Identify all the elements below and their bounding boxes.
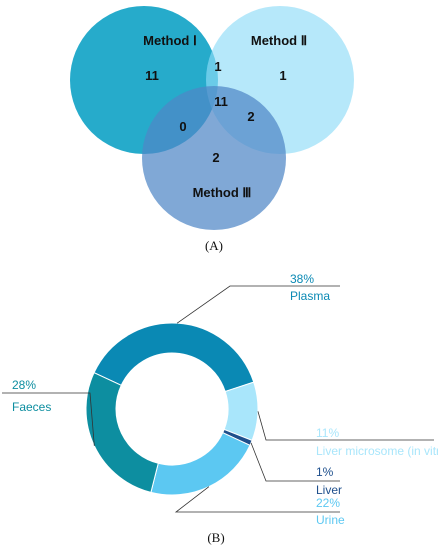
data-label-percent-plasma: 38% bbox=[290, 272, 314, 286]
panel-label-a: (A) bbox=[205, 238, 223, 253]
data-label-name-faeces: Faeces bbox=[12, 400, 51, 414]
donut-slice-plasma bbox=[93, 322, 255, 393]
donut-chart: 38% Plasma 11% Liver microsome (in vitro) 1%… bbox=[2, 272, 438, 545]
venn-count-all: 11 bbox=[214, 94, 228, 109]
data-label-name-liver: Liver bbox=[316, 483, 342, 497]
venn-set-label-method-3: Method Ⅲ bbox=[193, 185, 252, 200]
leader-line-urine bbox=[174, 486, 340, 513]
leader-line-liver-microsome-in-vitro bbox=[257, 411, 434, 441]
venn-circle-method-3 bbox=[142, 86, 286, 230]
donut-slice-urine bbox=[150, 432, 251, 496]
leader-line-plasma bbox=[176, 285, 340, 324]
venn-count-only-2: 1 bbox=[279, 68, 286, 83]
data-label-percent-liver: 1% bbox=[316, 465, 334, 479]
leader-line-faeces bbox=[2, 392, 95, 446]
data-label-percent-urine: 22% bbox=[316, 496, 340, 510]
data-label-percent-liver-microsome-in-vitro: 11% bbox=[316, 426, 339, 440]
venn-set-label-method-2: Method Ⅱ bbox=[251, 33, 307, 48]
venn-count-only-3: 2 bbox=[212, 150, 219, 165]
leader-line-liver bbox=[250, 442, 340, 482]
venn-set-label-method-1: Method Ⅰ bbox=[143, 33, 197, 48]
data-label-name-liver-microsome-in-vitro: Liver microsome (in vitro) bbox=[316, 444, 438, 458]
venn-count-1-and-2: 1 bbox=[214, 59, 221, 74]
data-label-name-plasma: Plasma bbox=[290, 289, 330, 303]
data-label-percent-faeces: 28% bbox=[12, 378, 36, 392]
panel-label-b: (B) bbox=[207, 530, 224, 545]
venn-count-1-and-3: 0 bbox=[179, 119, 186, 134]
venn-diagram: Method Ⅰ Method Ⅱ Method Ⅲ 11 1 1 11 0 2… bbox=[70, 6, 354, 253]
donut-slices bbox=[85, 322, 259, 496]
donut-callouts: 38% Plasma 11% Liver microsome (in vitro) 1%… bbox=[2, 272, 438, 527]
data-label-name-urine: Urine bbox=[316, 513, 345, 527]
donut-slice-faeces bbox=[85, 371, 159, 493]
venn-count-only-1: 11 bbox=[145, 68, 159, 83]
venn-count-2-and-3: 2 bbox=[247, 109, 254, 124]
